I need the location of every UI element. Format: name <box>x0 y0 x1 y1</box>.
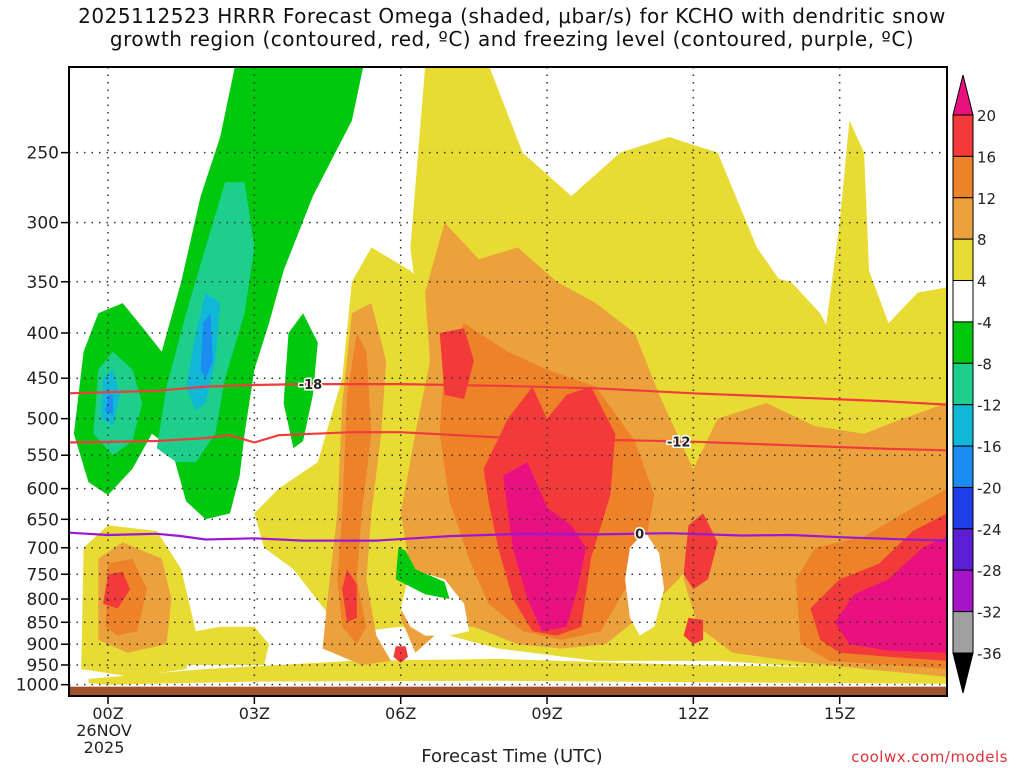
colorbar-label--4: -4 <box>977 314 992 332</box>
colorbar-bin-4-to-8 <box>952 238 974 282</box>
colorbar-label--20: -20 <box>977 479 1002 497</box>
pressure-axis: 2503003504004505005506006507007508008509… <box>16 144 69 696</box>
omega-region-ascent-0600-spot <box>393 646 408 663</box>
dgz-isotherm-1-line <box>69 431 947 452</box>
omega-region-descent-bright-cell <box>200 313 213 379</box>
y-tick-label-700: 700 <box>27 539 59 559</box>
x-tick-label-09Z: 09Z <box>531 704 562 723</box>
colorbar-bin-16-to-20 <box>952 114 974 157</box>
x-tick-label-12Z: 12Z <box>678 704 709 723</box>
x-date-label-year: 2025 <box>84 738 125 757</box>
x-date-label-day: 26NOV <box>76 721 132 740</box>
omega-region-ascent-12z-core <box>683 513 718 590</box>
y-tick-label-550: 550 <box>27 446 59 466</box>
colorbar-label--28: -28 <box>977 562 1002 580</box>
y-tick-label-450: 450 <box>27 369 59 389</box>
y-tick-label-500: 500 <box>27 410 59 430</box>
colorbar-bin--8-to--4 <box>952 321 974 364</box>
y-tick-label-1000: 1000 <box>16 676 59 696</box>
colorbar-bin--16-to--12 <box>952 404 974 447</box>
colorbar-bin--12-to--8 <box>952 362 974 406</box>
dgz-isotherm-0-label: -18 <box>299 378 323 393</box>
colorbar-bin--28-to--24 <box>952 528 974 571</box>
dgz-isotherm-1-label: -12 <box>667 435 691 450</box>
x-tick-label-06Z: 06Z <box>385 704 416 723</box>
colorbar-bin--36-to--32 <box>952 611 974 654</box>
colorbar-bin--20-to--16 <box>952 445 974 488</box>
colorbar-label--36: -36 <box>977 645 1002 663</box>
colorbar-label-12: 12 <box>977 190 996 208</box>
colorbar: 20 16 12 8 4 -4 -8 -12 -16 -20 -24 -28 -32 -36 <box>952 74 1002 694</box>
y-tick-label-350: 350 <box>27 273 59 293</box>
y-tick-label-400: 400 <box>27 324 59 344</box>
omega-region-descent-1100-hole <box>625 531 665 636</box>
y-tick-label-300: 300 <box>27 214 59 234</box>
omega-region-ascent-col1-peak <box>342 569 357 623</box>
y-tick-label-900: 900 <box>27 635 59 655</box>
colorbar-bin--24-to--20 <box>952 486 974 530</box>
temperature-contours: -18 -12 0 <box>69 377 947 544</box>
y-tick-label-750: 750 <box>27 565 59 585</box>
y-tick-label-950: 950 <box>27 656 59 676</box>
colorbar-label--16: -16 <box>977 438 1002 456</box>
dgz-isotherm-0-line <box>69 383 947 406</box>
x-tick-label-03Z: 03Z <box>239 704 270 723</box>
colorbar-under-triangle <box>952 652 974 694</box>
omega-region-ascent-upper-core <box>439 328 474 399</box>
ground-layer <box>69 686 947 696</box>
omega-region-descent-green-arm <box>283 313 318 449</box>
colorbar-label-4: 4 <box>977 273 987 291</box>
colorbar-label--24: -24 <box>977 521 1002 539</box>
colorbar-label--12: -12 <box>977 397 1002 415</box>
colorbar-bin-8-to-12 <box>952 197 974 240</box>
colorbar-label-8: 8 <box>977 231 987 249</box>
x-tick-label-15Z: 15Z <box>824 704 855 723</box>
colorbar-over-triangle <box>952 74 974 116</box>
omega-region-ascent-center-max <box>503 462 586 632</box>
colorbar-label-16: 16 <box>977 148 996 166</box>
y-tick-label-850: 850 <box>27 613 59 633</box>
omega-region-ascent-left-peak <box>103 571 130 609</box>
x-axis-title: Forecast Time (UTC) <box>421 746 603 767</box>
colorbar-bin--32-to--28 <box>952 569 974 613</box>
y-tick-label-800: 800 <box>27 590 59 610</box>
x-tick-label-00Z: 00Z <box>92 704 123 723</box>
ground-surface <box>69 686 947 696</box>
y-tick-label-250: 250 <box>27 144 59 164</box>
omega-shaded-fields <box>73 67 947 685</box>
chart-title-line-1: 2025112523 HRRR Forecast Omega (shaded, … <box>78 4 946 28</box>
colorbar-bin--4-to-4 <box>952 280 974 323</box>
omega-region-ascent-right-max <box>834 536 947 653</box>
colorbar-bin-12-to-16 <box>952 155 974 199</box>
omega-region-descent-green-small <box>395 547 450 599</box>
plot-frame <box>68 66 948 697</box>
colorbar-label-20: 20 <box>977 107 996 125</box>
chart-title-line-2: growth region (contoured, red, ºC) and f… <box>109 27 915 51</box>
freezing-level-label: 0 <box>635 528 644 543</box>
colorbar-label--8: -8 <box>977 355 992 373</box>
y-tick-label-650: 650 <box>27 510 59 530</box>
freezing-level-line <box>69 531 947 542</box>
omega-region-ascent-low-bump <box>181 626 269 665</box>
credit-link[interactable]: coolwx.com/models <box>851 748 1008 766</box>
y-tick-label-600: 600 <box>27 480 59 500</box>
omega-region-ascent-low-band <box>88 658 947 685</box>
colorbar-label--32: -32 <box>977 604 1002 622</box>
omega-region-descent-left-spot <box>105 394 113 415</box>
